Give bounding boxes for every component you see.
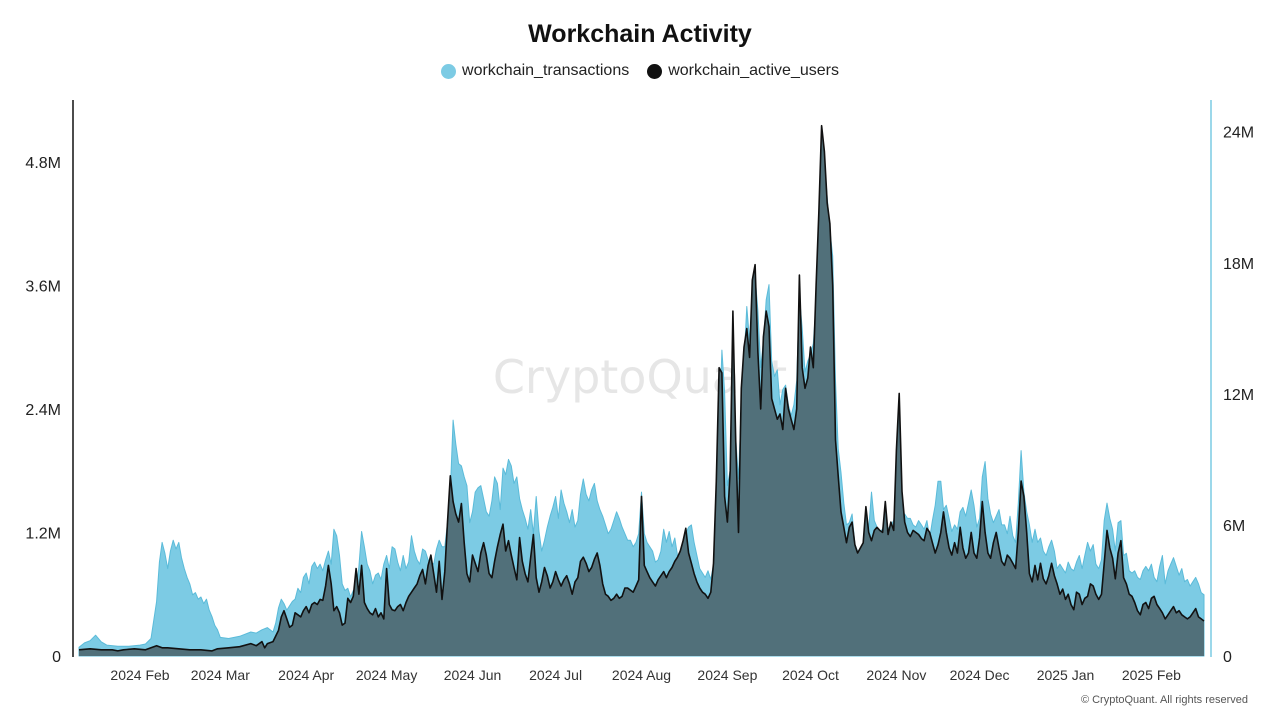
x-tick-label: 2025 Feb [1122, 667, 1181, 683]
x-tick-label: 2024 Jun [444, 667, 502, 683]
series-line-active-users [78, 124, 1205, 652]
legend-dot-transactions [441, 63, 457, 79]
x-tick-label: 2024 Aug [612, 667, 671, 683]
legend-label-transactions: workchain_transactions [462, 62, 630, 79]
x-tick-label: 2024 Nov [866, 667, 926, 683]
x-tick-label: 2024 Dec [950, 667, 1010, 683]
watermark: CryptoQuant [493, 350, 787, 404]
x-tick-label: 2024 Mar [191, 667, 250, 683]
right-tick-label: 18M [1223, 256, 1254, 273]
legend-item-active-users[interactable]: workchain_active_users [647, 62, 839, 80]
left-tick-label: 1.2M [25, 525, 61, 542]
x-tick-label: 2024 Jul [529, 667, 582, 683]
left-tick-label: 0 [52, 649, 61, 666]
legend-label-active-users: workchain_active_users [668, 62, 839, 79]
legend-dot-active-users [647, 63, 663, 79]
chart-title: Workchain Activity [528, 20, 752, 48]
left-tick-label: 4.8M [25, 155, 61, 172]
x-tick-label: 2024 Apr [278, 667, 334, 683]
right-axis-ticks: 0 6M 12M 18M 24M [1223, 125, 1254, 666]
x-tick-label: 2024 May [356, 667, 417, 683]
right-tick-label: 0 [1223, 649, 1232, 666]
series-areas [78, 124, 1205, 657]
legend-item-transactions[interactable]: workchain_transactions [441, 62, 629, 80]
x-tick-label: 2024 Feb [110, 667, 169, 683]
series-area-active-users [79, 125, 1204, 656]
right-tick-label: 6M [1223, 518, 1245, 535]
left-axis-ticks: 0 1.2M 2.4M 3.6M 4.8M [25, 155, 61, 666]
right-tick-label: 24M [1223, 125, 1254, 142]
left-tick-label: 2.4M [25, 402, 61, 419]
left-tick-label: 3.6M [25, 278, 61, 295]
x-tick-label: 2024 Oct [782, 667, 839, 683]
copyright-footer: © CryptoQuant. All rights reserved [1080, 694, 1248, 706]
x-axis-ticks: 2024 Feb 2024 Mar 2024 Apr 2024 May 2024 Jun… [110, 667, 1181, 683]
right-tick-label: 12M [1223, 387, 1254, 404]
legend: workchain_transactions workchain_active_… [0, 62, 1280, 80]
x-tick-label: 2025 Jan [1037, 667, 1095, 683]
x-tick-label: 2024 Sep [697, 667, 757, 683]
